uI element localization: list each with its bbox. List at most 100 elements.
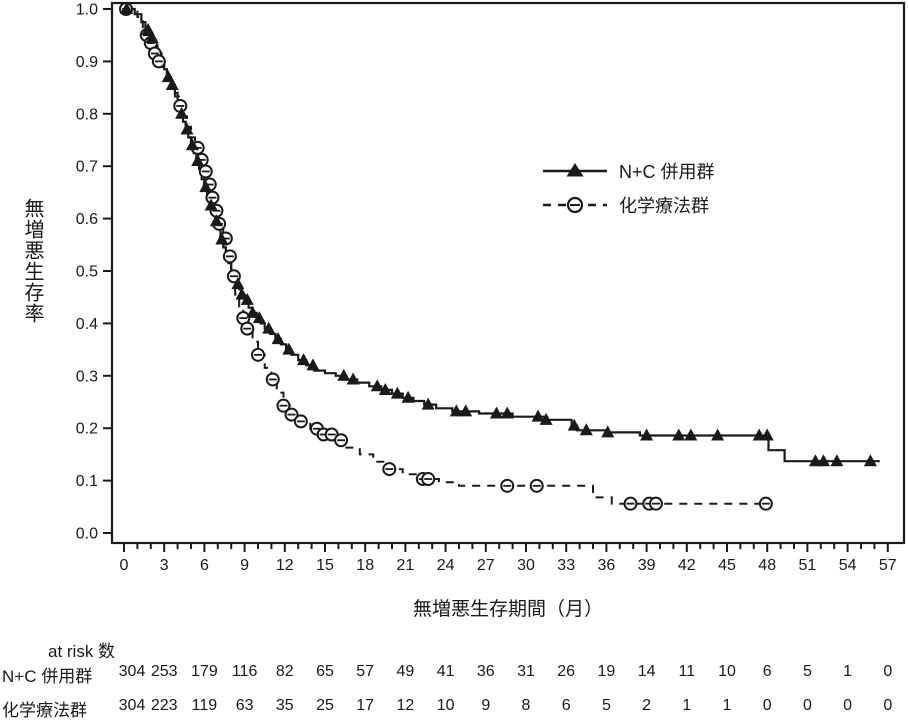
at-risk-value: 0 (843, 697, 853, 714)
censor-triangle-marker (141, 22, 155, 35)
censor-triangle-marker (500, 406, 514, 419)
x-tick-label: 15 (316, 557, 334, 574)
censor-triangle-marker (145, 30, 159, 43)
censor-triangle-marker (262, 321, 276, 334)
at-risk-value: 12 (396, 697, 415, 714)
censor-triangle-marker (370, 379, 384, 392)
censor-triangle-marker (199, 180, 213, 193)
y-tick-label: 0.4 (76, 316, 98, 333)
x-tick-label: 3 (160, 557, 169, 574)
legend-item-ncc: N+C 併用群 (541, 158, 715, 184)
at-risk-value: 1 (682, 697, 692, 714)
at-risk-value: 19 (597, 663, 616, 680)
y-tick-label: 0.0 (76, 526, 98, 543)
censor-triangle-marker (235, 287, 249, 300)
censor-triangle-marker (180, 122, 194, 135)
x-tick-label: 54 (839, 557, 857, 574)
y-tick-label: 0.3 (76, 368, 98, 385)
x-tick-label: 24 (437, 557, 455, 574)
censor-triangle-marker (421, 397, 435, 410)
at-risk-value: 26 (557, 663, 576, 680)
x-axis-title: 無増悪生存期間（月） (412, 599, 603, 620)
at-risk-value: 223 (150, 697, 178, 714)
at-risk-value: 2 (642, 697, 652, 714)
censor-triangle-marker (640, 428, 654, 441)
plot-frame (110, 1, 906, 545)
censor-triangle-marker (449, 404, 463, 417)
at-risk-row-ncc: N+C 併用群 304 253 179 116 82 65 57 49 41 36 31 26 19 14… (0, 662, 908, 686)
at-risk-value: 6 (762, 663, 772, 680)
at-risk-value: 9 (481, 697, 491, 714)
km-curve-ncc (124, 7, 880, 463)
at-risk-value: 11 (678, 663, 696, 680)
censor-triangle-marker (459, 404, 473, 417)
censor-triangle-marker (346, 372, 360, 385)
censor-triangle-marker (215, 232, 229, 245)
at-risk-row-label-chemo: 化学療法群 (2, 701, 87, 720)
censor-triangle-marker (240, 292, 254, 305)
y-tick-label: 0.5 (76, 264, 98, 281)
at-risk-value: 304 (118, 697, 146, 714)
censor-triangle-marker (863, 454, 877, 467)
censor-triangle-marker (185, 138, 199, 151)
x-tick-label: 33 (557, 557, 575, 574)
y-tick-label: 0.9 (76, 54, 98, 71)
censor-triangle-marker (490, 406, 504, 419)
censor-triangle-marker (711, 428, 725, 441)
at-risk-value: 25 (316, 697, 334, 714)
at-risk-value: 41 (436, 663, 455, 680)
censor-triangle-marker (539, 412, 553, 425)
at-risk-value: 6 (561, 697, 571, 714)
at-risk-value: 0 (802, 697, 812, 714)
x-tick-label: 48 (758, 557, 776, 574)
censor-triangle-marker (252, 311, 266, 324)
censor-triangle-marker (191, 153, 205, 166)
at-risk-value: 5 (802, 663, 812, 680)
x-tick-label: 18 (356, 557, 374, 574)
at-risk-value: 57 (356, 663, 375, 680)
censor-triangle-marker (816, 454, 830, 467)
at-risk-row-label-ncc: N+C 併用群 (2, 667, 93, 686)
at-risk-value: 8 (521, 697, 531, 714)
y-tick-label: 0.8 (76, 106, 98, 123)
x-tick-label: 45 (718, 557, 736, 574)
x-tick-label: 9 (240, 557, 249, 574)
at-risk-value: 36 (476, 663, 495, 680)
censor-triangle-marker (306, 358, 320, 371)
x-tick-label: 12 (276, 557, 294, 574)
censor-triangle-marker (672, 428, 686, 441)
at-risk-value: 304 (118, 663, 146, 680)
censor-triangle-marker (246, 305, 260, 318)
y-axis-title: 無増悪生存率 (21, 198, 43, 324)
censor-triangle-marker (601, 425, 615, 438)
legend: N+C 併用群 化学療法群 (541, 158, 715, 226)
censor-triangle-marker (209, 214, 223, 227)
at-risk-value: 49 (396, 663, 415, 680)
at-risk-value: 65 (316, 663, 334, 680)
at-risk-value: 10 (436, 697, 455, 714)
x-tick-label: 6 (200, 557, 209, 574)
y-tick-label: 0.2 (76, 421, 98, 438)
x-tick-label: 21 (397, 557, 415, 574)
x-tick-label: 39 (638, 557, 656, 574)
km-curve-chemo (124, 8, 768, 505)
x-tick-label: 57 (879, 557, 897, 574)
at-risk-value: 119 (191, 697, 218, 714)
y-tick-label: 1.0 (76, 2, 98, 19)
censor-triangle-marker (161, 70, 175, 83)
at-risk-value: 1 (843, 663, 853, 680)
at-risk-value: 0 (762, 697, 772, 714)
dashed-line-circle-marker-icon (543, 196, 607, 214)
censor-triangle-marker (760, 428, 774, 441)
x-tick-label: 0 (120, 557, 129, 574)
censor-triangle-marker (337, 368, 351, 381)
censor-triangle-marker (684, 428, 698, 441)
censor-triangle-marker (282, 342, 296, 355)
at-risk-value: 0 (883, 697, 893, 714)
censor-triangle-marker (378, 382, 392, 395)
y-tick-label: 0.6 (76, 211, 98, 228)
censor-triangle-marker (830, 454, 844, 467)
at-risk-value: 116 (231, 663, 258, 680)
x-tick-label: 36 (598, 557, 616, 574)
